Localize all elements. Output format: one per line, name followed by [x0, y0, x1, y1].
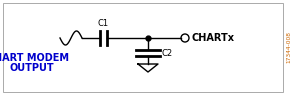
Text: C2: C2 — [162, 49, 173, 57]
Text: C1: C1 — [98, 19, 109, 28]
Text: 17344-008: 17344-008 — [287, 31, 291, 63]
Text: HART MODEM: HART MODEM — [0, 53, 70, 63]
Text: OUTPUT: OUTPUT — [10, 63, 54, 73]
Text: CHARTx: CHARTx — [192, 33, 235, 43]
